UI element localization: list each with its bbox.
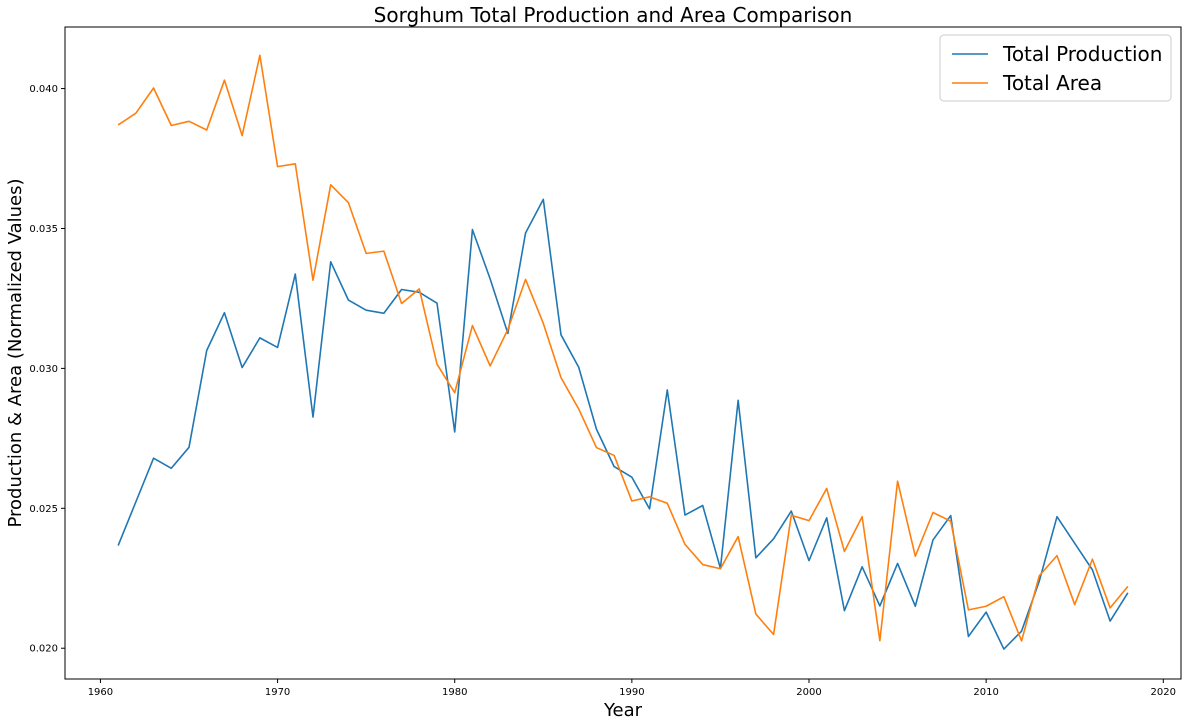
y-tick-label: 0.035 [29, 224, 58, 235]
x-tick-label: 1970 [265, 687, 290, 698]
plot-area-frame [64, 26, 1182, 680]
legend: Total Production Total Area [939, 34, 1172, 102]
x-axis: 1960 1970 1980 1990 2000 2010 2020 [88, 679, 1176, 698]
chart-title: Sorghum Total Production and Area Compar… [374, 3, 853, 27]
legend-label-total-area: Total Area [1002, 71, 1102, 95]
x-tick-label: 1960 [88, 687, 113, 698]
x-axis-label: Year [603, 700, 643, 721]
y-tick-label: 0.025 [29, 504, 58, 515]
y-tick-label: 0.030 [29, 364, 58, 375]
series-line-total-area [117, 54, 1129, 642]
x-tick-label: 1990 [619, 687, 644, 698]
legend-box [939, 34, 1172, 102]
y-axis-label: Production & Area (Normalized Values) [5, 178, 26, 527]
series-line-total-production [117, 198, 1129, 650]
legend-label-total-production: Total Production [1002, 42, 1162, 66]
series-lines [117, 54, 1129, 650]
y-tick-label: 0.020 [29, 644, 58, 655]
y-tick-label: 0.040 [29, 84, 58, 95]
x-tick-label: 2000 [796, 687, 821, 698]
x-tick-label: 2020 [1151, 687, 1176, 698]
x-tick-label: 1980 [442, 687, 467, 698]
x-tick-label: 2010 [973, 687, 998, 698]
y-axis: 0.020 0.025 0.030 0.035 0.040 [29, 84, 65, 655]
